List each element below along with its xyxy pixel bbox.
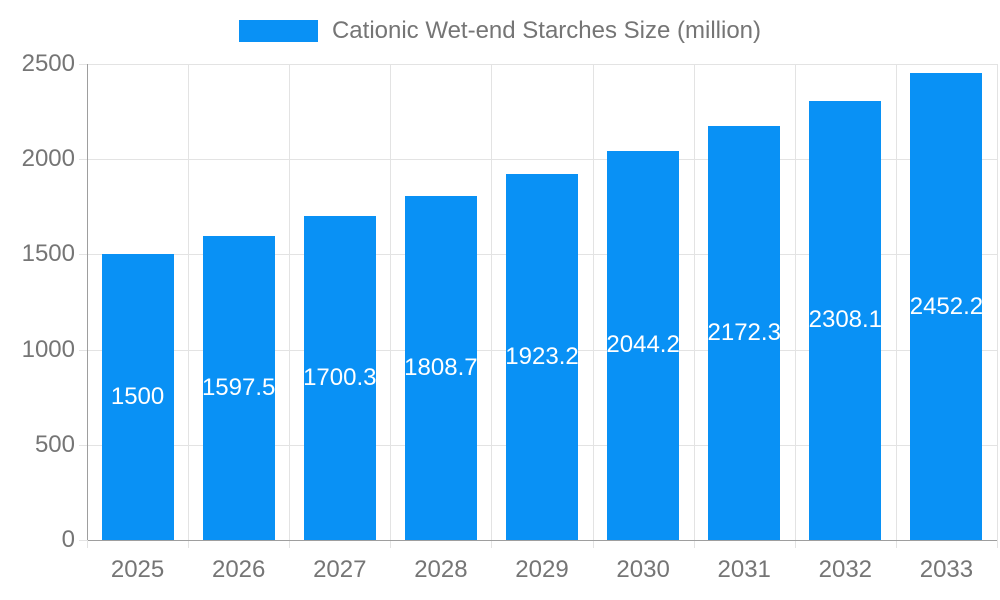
bar-2029: 1923.2 [505,173,579,540]
y-tick-2000 [79,159,87,161]
bar-2026: 1597.5 [201,235,276,540]
x-tick-4 [491,540,493,548]
v-gridline-4 [491,64,493,540]
x-tick-9 [997,540,998,548]
bar-value-label-2027: 1700.3 [303,364,377,392]
bar-2032: 2308.1 [808,100,883,540]
x-axis-label-2030: 2030 [616,556,670,583]
bar-2028: 1808.7 [404,195,478,540]
h-gridline-2000 [87,159,997,161]
y-axis-line [87,64,88,540]
x-tick-1 [188,540,190,548]
y-tick-500 [79,444,87,446]
bar-value-label-2030: 2044.2 [606,331,680,359]
y-axis-label-2500: 2500 [21,50,75,77]
x-tick-7 [794,540,796,548]
y-axis-label-1000: 1000 [21,335,75,363]
x-tick-0 [87,540,88,548]
y-tick-2500 [79,64,87,65]
x-axis-label-2033: 2033 [919,556,974,583]
v-gridline-3 [390,64,392,540]
v-gridline-1 [188,64,190,540]
v-gridline-8 [895,64,897,540]
bar-value-label-2033: 2452.2 [909,292,984,320]
x-axis-label-2028: 2028 [414,556,468,583]
x-tick-6 [693,540,695,548]
bar-2033: 2452.2 [909,73,984,540]
y-tick-1500 [79,254,87,256]
bar-value-label-2029: 1923.2 [505,342,579,370]
x-axis-line [87,540,997,541]
bar-2025: 1500 [101,254,174,540]
legend: Cationic Wet-end Starches Size (million) [0,14,1000,48]
v-gridline-9 [997,64,998,540]
x-tick-2 [289,540,291,548]
x-axis-label-2031: 2031 [717,556,771,583]
plot-area: 1500 1597.5 1700.3 1808.7 1923.2 2044.2 2172.3… [87,64,998,541]
x-axis-label-2026: 2026 [211,556,266,583]
x-tick-5 [592,540,594,548]
x-axis-label-2025: 2025 [110,556,165,583]
legend-swatch [238,20,318,42]
h-gridline-2500 [87,64,997,65]
v-gridline-2 [289,64,291,540]
y-tick-0 [79,540,87,541]
v-gridline-6 [693,64,695,540]
x-tick-8 [895,540,897,548]
legend-label: Cationic Wet-end Starches Size (million) [331,17,762,44]
x-axis-label-2029: 2029 [515,556,569,583]
bar-2030: 2044.2 [606,150,680,540]
y-axis-label-500: 500 [34,430,75,458]
bar-value-label-2031: 2172.3 [707,319,781,347]
y-axis-label-2000: 2000 [21,145,75,173]
bar-value-label-2028: 1808.7 [404,353,478,381]
bar-2031: 2172.3 [707,126,781,540]
bar-value-label-2032: 2308.1 [808,306,883,334]
x-tick-3 [390,540,392,548]
y-axis-label-0: 0 [61,526,75,553]
x-axis-label-2032: 2032 [818,556,873,583]
bar-value-label-2026: 1597.5 [201,373,276,401]
v-gridline-5 [592,64,594,540]
bar-value-label-2025: 1500 [110,383,165,411]
v-gridline-7 [794,64,796,540]
bar-2027: 1700.3 [303,216,377,540]
x-axis-label-2027: 2027 [313,556,367,583]
y-axis-label-1500: 1500 [21,240,75,268]
y-tick-1000 [79,349,87,351]
